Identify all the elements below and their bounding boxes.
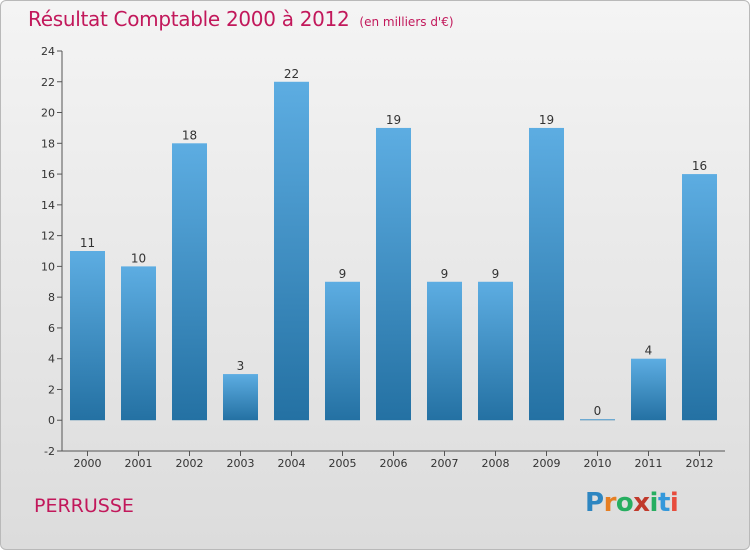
y-tick-label: 20: [41, 107, 55, 120]
x-tick-label: 2007: [431, 457, 459, 470]
y-tick-label: 24: [41, 45, 55, 58]
x-tick-label: 2004: [278, 457, 306, 470]
y-tick-label: 2: [48, 383, 55, 396]
bar-value-label: 11: [80, 236, 95, 250]
logo-letter: P: [585, 488, 604, 518]
logo-letter: t: [657, 488, 670, 518]
bar: [121, 266, 156, 421]
chart-title: Résultat Comptable 2000 à 2012: [28, 7, 350, 31]
bar: [682, 174, 717, 421]
bar-value-label: 16: [692, 159, 707, 173]
y-tick-label: 4: [48, 353, 55, 366]
bar: [580, 419, 615, 421]
logo-letter: o: [615, 488, 634, 518]
bar: [529, 127, 564, 421]
x-tick-label: 2011: [635, 457, 663, 470]
chart-subtitle: (en milliers d'€): [359, 15, 454, 29]
bar-value-label: 9: [441, 267, 449, 281]
bar-value-label: 10: [131, 251, 146, 265]
x-tick-label: 2006: [380, 457, 408, 470]
bar: [427, 281, 462, 421]
bar-value-label: 9: [492, 267, 500, 281]
y-tick-label: 10: [41, 260, 55, 273]
x-tick-label: 2005: [329, 457, 357, 470]
y-tick-label: 14: [41, 199, 55, 212]
bar-value-label: 18: [182, 128, 197, 142]
y-tick-label: 22: [41, 76, 55, 89]
y-tick-label: 8: [48, 291, 55, 304]
bar: [478, 281, 513, 421]
commune-name: PERRUSSE: [34, 495, 134, 517]
y-tick-label: 6: [48, 322, 55, 335]
proxiti-logo: Proxiti: [585, 488, 679, 518]
logo-letter: r: [603, 488, 617, 518]
x-tick-label: 2010: [584, 457, 612, 470]
bar: [631, 358, 666, 421]
x-tick-label: 2008: [482, 457, 510, 470]
bar: [70, 251, 105, 421]
logo-letter: x: [633, 488, 650, 518]
x-tick-label: 2003: [227, 457, 255, 470]
bar-value-label: 19: [539, 113, 554, 127]
bar: [223, 374, 258, 421]
y-tick-label: 0: [48, 414, 55, 427]
y-tick-label: -2: [44, 445, 55, 458]
bar-value-label: 19: [386, 113, 401, 127]
x-tick-label: 2000: [74, 457, 102, 470]
bar-value-label: 3: [237, 359, 245, 373]
bar: [172, 143, 207, 421]
y-tick-label: 16: [41, 168, 55, 181]
bar-value-label: 4: [645, 344, 653, 358]
bar-value-label: 9: [339, 267, 347, 281]
logo-letter: i: [649, 488, 659, 518]
x-tick-label: 2001: [125, 457, 153, 470]
logo-letter: i: [669, 488, 679, 518]
x-tick-label: 2012: [686, 457, 714, 470]
bar-value-label: 22: [284, 67, 299, 81]
x-tick-label: 2002: [176, 457, 204, 470]
bar: [274, 81, 309, 421]
y-tick-label: 12: [41, 230, 55, 243]
chart-title-block: Résultat Comptable 2000 à 2012 (en millie…: [28, 7, 454, 31]
bar-value-label: 0: [594, 404, 602, 418]
bar: [376, 127, 411, 421]
y-tick-label: 18: [41, 137, 55, 150]
x-tick-label: 2009: [533, 457, 561, 470]
bar: [325, 281, 360, 421]
